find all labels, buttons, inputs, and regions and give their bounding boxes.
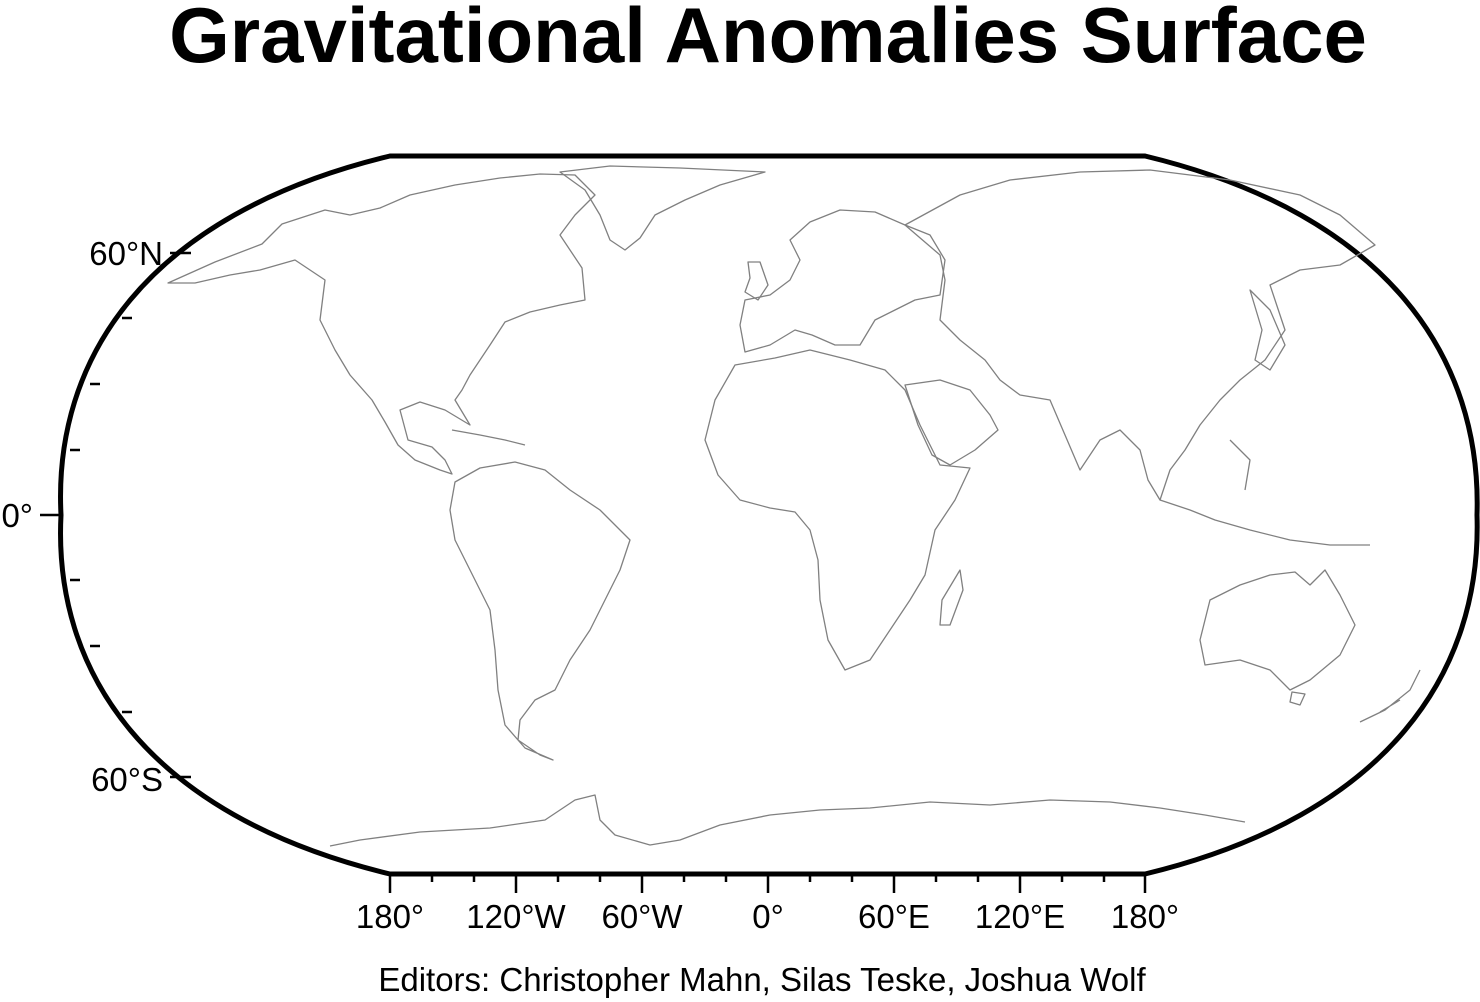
coastline-australia bbox=[1199, 569, 1356, 691]
coastline-japan bbox=[1249, 289, 1286, 371]
coastline-caribbean bbox=[451, 429, 526, 446]
latitude-ticks bbox=[40, 251, 191, 779]
coastline-new-zealand bbox=[1359, 669, 1421, 723]
longitude-ticks bbox=[388, 874, 1147, 893]
coastline-madagascar bbox=[939, 569, 964, 626]
coastline-britain bbox=[744, 261, 769, 301]
coastline-sea-islands bbox=[1159, 439, 1370, 546]
coastline-north-america bbox=[167, 173, 596, 475]
lat-label-60s: 60°S bbox=[91, 761, 163, 798]
lon-label-120w: 120°W bbox=[466, 898, 566, 935]
coastline-europe bbox=[739, 209, 946, 353]
lon-label-60w: 60°W bbox=[601, 898, 683, 935]
coastline-south-america bbox=[449, 461, 631, 761]
lon-label-180w: 180° bbox=[356, 898, 424, 935]
coastline-africa bbox=[704, 349, 971, 671]
editors-credit: Editors: Christopher Mahn, Silas Teske, … bbox=[378, 961, 1146, 998]
lon-label-60e: 60°E bbox=[858, 898, 930, 935]
coastline-greenland bbox=[559, 165, 766, 251]
lon-label-180e: 180° bbox=[1111, 898, 1179, 935]
coastline-tasmania bbox=[1289, 691, 1306, 706]
coastline-arabia bbox=[904, 379, 999, 466]
map-title: Gravitational Anomalies Surface bbox=[169, 0, 1367, 79]
coastline-asia bbox=[904, 169, 1376, 501]
map-frame bbox=[58, 153, 1480, 877]
coastlines bbox=[167, 165, 1421, 847]
lon-label-120e: 120°E bbox=[975, 898, 1065, 935]
lon-label-0: 0° bbox=[752, 898, 784, 935]
coastline-antarctica bbox=[329, 794, 1246, 847]
lat-label-0: 0° bbox=[1, 497, 33, 534]
lat-label-60n: 60°N bbox=[89, 235, 163, 272]
